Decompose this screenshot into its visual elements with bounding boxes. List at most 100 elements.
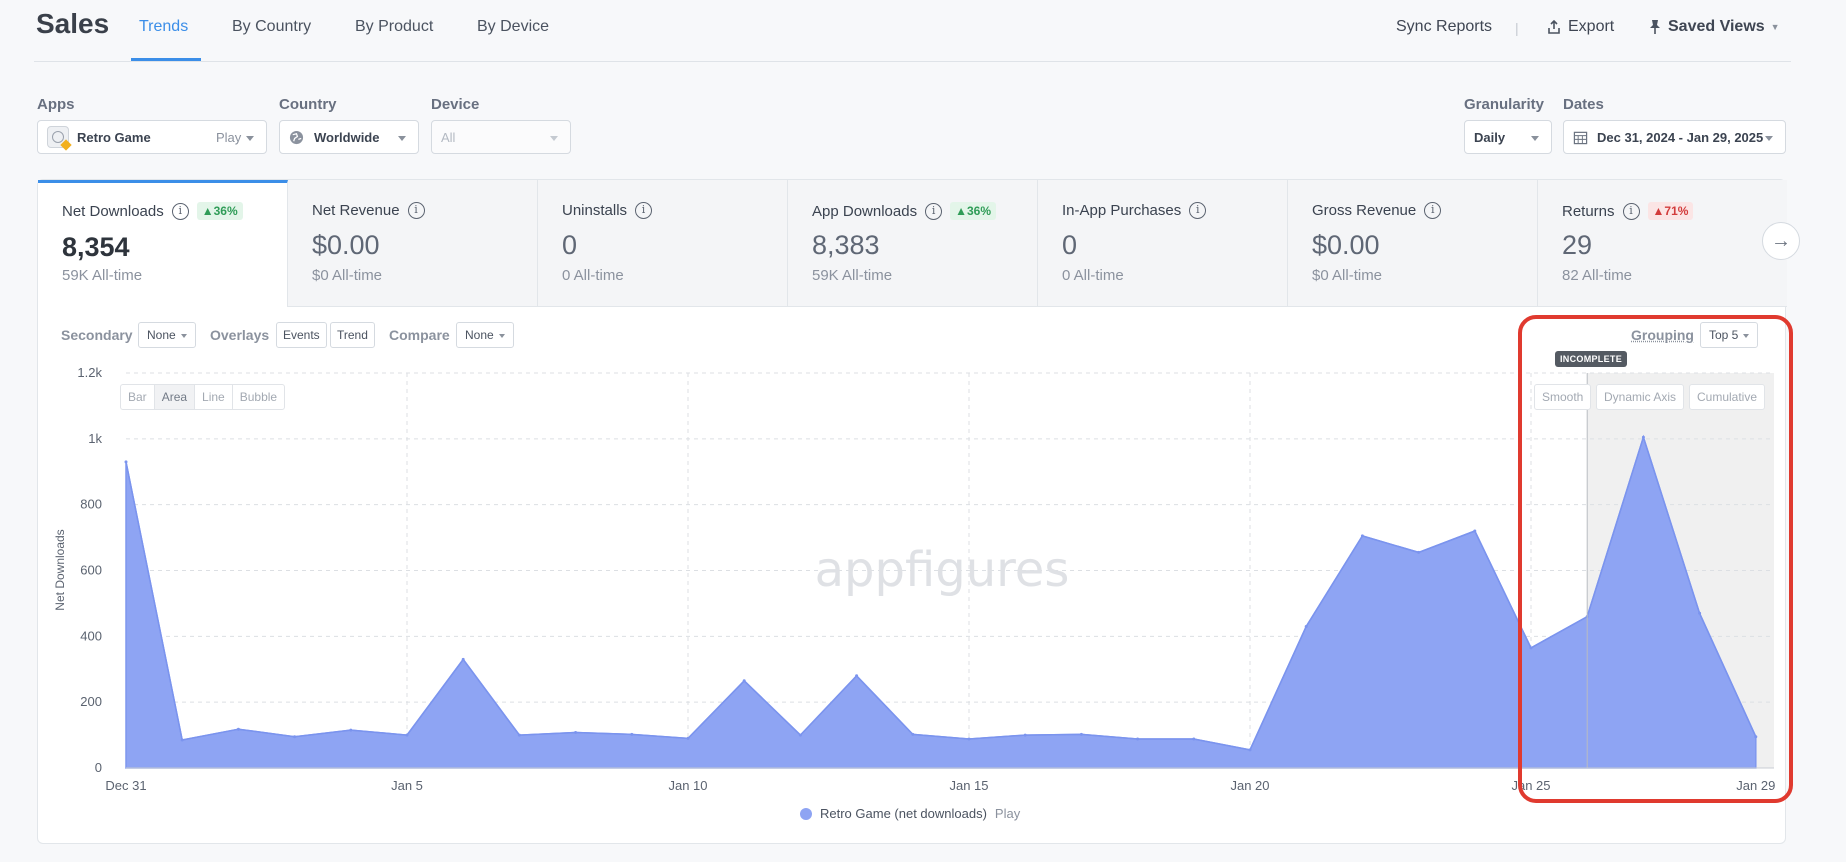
tab-by-country[interactable]: By Country [232,18,312,35]
chevron-down-icon [1743,333,1750,338]
legend-store: Play [994,806,1021,821]
tab-trends[interactable]: Trends [139,18,189,35]
date-range-value: Dec 31, 2024 - Jan 29, 2025 [1597,129,1764,145]
metric-title-row: Uninstalls i [562,202,653,219]
calendar-icon [1573,131,1588,144]
info-icon[interactable]: i [407,202,425,219]
trend-toggle[interactable]: Trend [330,322,375,348]
metric-change-badge: ▲36% [950,202,996,220]
saved-views-label: Saved Views [1668,18,1765,35]
export-label: Export [1568,18,1615,35]
sync-reports-button[interactable]: Sync Reports [1396,18,1492,36]
metric-in-app-purchases[interactable]: In-App Purchases i 0 0 All-time [1038,180,1288,307]
overlays-label: Overlays [210,327,270,343]
app-store: Play [216,129,242,145]
compare-select[interactable]: None [456,322,514,348]
active-tab-indicator [131,58,201,61]
metric-title-row: App Downloads i ▲36% [812,202,996,220]
chart-type-line[interactable]: Line [195,385,233,409]
metric-app-downloads[interactable]: App Downloads i ▲36% 8,383 59K All-time [788,180,1038,307]
page-title: Sales [36,8,110,39]
metric-title: Returns [1562,202,1615,220]
saved-views-button[interactable]: Saved Views ▼ [1648,18,1780,36]
cumulative-option[interactable]: Cumulative [1689,384,1766,410]
app-icon [47,126,72,151]
metric-all-time: $0 All-time [312,267,383,284]
metric-value: 8,354 [62,232,130,262]
metric-value: 29 [1562,230,1593,260]
info-icon[interactable]: i [1424,202,1442,219]
metric-value: 8,383 [812,230,880,260]
info-icon[interactable]: i [925,202,943,220]
chevron-down-icon [550,136,558,141]
device-select[interactable]: All [431,120,571,154]
metric-all-time: 0 All-time [562,267,624,284]
metric-value: 0 [562,230,578,260]
divider: | [1515,20,1519,36]
chart-type-bar[interactable]: Bar [121,385,155,409]
metric-title: In-App Purchases [1062,202,1182,219]
chart-type-bubble[interactable]: Bubble [239,390,278,404]
metric-change-badge: ▲36% [196,202,243,220]
metric-title: Net Revenue [312,202,400,219]
dynamic-axis-option[interactable]: Dynamic Axis [1596,384,1685,410]
pin-icon [1650,20,1660,34]
sync-reports-label: Sync Reports [1396,18,1493,35]
metric-title-row: Returns i ▲71% [1562,202,1694,220]
metric-gross-revenue[interactable]: Gross Revenue i $0.00 $0 All-time [1288,180,1538,307]
metric-all-time: 0 All-time [1062,267,1124,284]
date-range-select[interactable]: Dec 31, 2024 - Jan 29, 2025 [1563,120,1786,154]
grouping-select[interactable]: Top 5 [1700,322,1759,348]
top-nav: Sales Trends By Country By Product By De… [34,0,1791,62]
info-icon[interactable]: i [635,202,653,219]
metric-uninstalls[interactable]: Uninstalls i 0 0 All-time [538,180,788,307]
legend-label: Retro Game (net downloads) [820,806,987,821]
metric-value: $0.00 [312,230,380,260]
granularity-select[interactable]: Daily [1464,120,1552,154]
chart-type-area[interactable]: Area [154,385,196,409]
compare-label: Compare [389,327,450,343]
device-label: Device [431,96,480,113]
legend-swatch [800,807,812,820]
smooth-option[interactable]: Smooth [1534,384,1592,410]
chart-type-toggle: Bar Area Line Bubble [120,384,286,410]
secondary-value: None [147,328,176,342]
info-icon[interactable]: i [1622,202,1640,220]
arrow-right-icon: → [1771,230,1791,252]
events-toggle[interactable]: Events [276,322,327,348]
metric-value: 0 [1062,230,1078,260]
grouping-value: Top 5 [1709,328,1739,342]
badge-value: 36% [966,204,991,218]
metric-net-downloads[interactable]: Net Downloads i ▲36% 8,354 59K All-time [38,180,288,307]
metric-all-time: 59K All-time [62,267,143,284]
dates-label: Dates [1563,96,1604,113]
info-icon[interactable]: i [1189,202,1207,219]
granularity-label: Granularity [1464,96,1545,113]
apps-label: Apps [37,96,75,113]
metric-title: Uninstalls [562,202,628,219]
incomplete-label: INCOMPLETE [1555,351,1628,367]
metric-all-time: 59K All-time [812,267,893,284]
metric-tabs: Net Downloads i ▲36% 8,354 59K All-time … [38,180,1787,307]
export-icon [1548,19,1560,34]
legend-item[interactable]: Retro Game (net downloads) Play [800,806,1020,821]
next-metrics-button[interactable]: → [1762,222,1800,260]
export-button[interactable]: Export [1546,18,1614,36]
app-select[interactable]: Retro Game Play [37,120,267,154]
metric-net-revenue[interactable]: Net Revenue i $0.00 $0 All-time [288,180,538,307]
chevron-down-icon [1531,136,1539,141]
highlight-box [1518,315,1793,803]
metric-all-time: $0 All-time [1312,267,1383,284]
metric-returns[interactable]: Returns i ▲71% 29 82 All-time [1538,180,1787,307]
info-icon[interactable]: i [171,202,189,220]
chevron-down-icon [498,333,505,338]
metric-title: App Downloads [812,202,918,220]
country-select[interactable]: Worldwide [279,120,419,154]
secondary-select[interactable]: None [138,322,196,348]
metric-title-row: In-App Purchases i [1062,202,1207,219]
tab-by-device[interactable]: By Device [477,18,550,35]
chevron-down-icon [180,333,187,338]
tab-by-product[interactable]: By Product [355,18,434,35]
metric-title-row: Net Downloads i ▲36% [62,202,243,220]
secondary-label: Secondary [61,327,133,343]
